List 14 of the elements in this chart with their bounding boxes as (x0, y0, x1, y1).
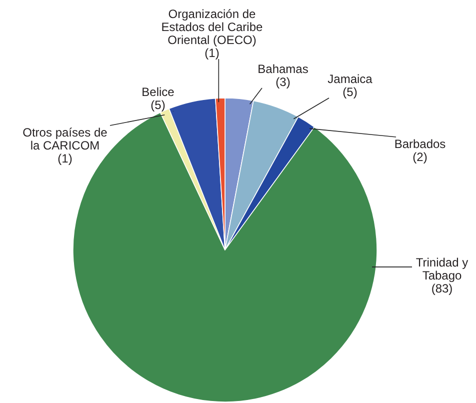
slice-label: Belice (142, 85, 175, 99)
slice-label: Barbados (394, 137, 446, 151)
data-label: (5) (150, 98, 166, 112)
data-label: (5) (342, 85, 358, 99)
slice-label: Trinidad y Tabago (416, 256, 468, 282)
data-label: (83) (431, 282, 453, 296)
slice-label: Jamaica (328, 72, 373, 86)
slice-label: Bahamas (258, 62, 308, 76)
data-label: (1) (58, 152, 72, 166)
data-label: (1) (204, 46, 220, 60)
data-label: (2) (412, 150, 428, 164)
slice-label: Otros países de la CARICOM (22, 126, 108, 152)
slice-label: Organización de Estados del Caribe Oriental (OECO) (161, 7, 264, 47)
data-label: (3) (276, 75, 290, 89)
